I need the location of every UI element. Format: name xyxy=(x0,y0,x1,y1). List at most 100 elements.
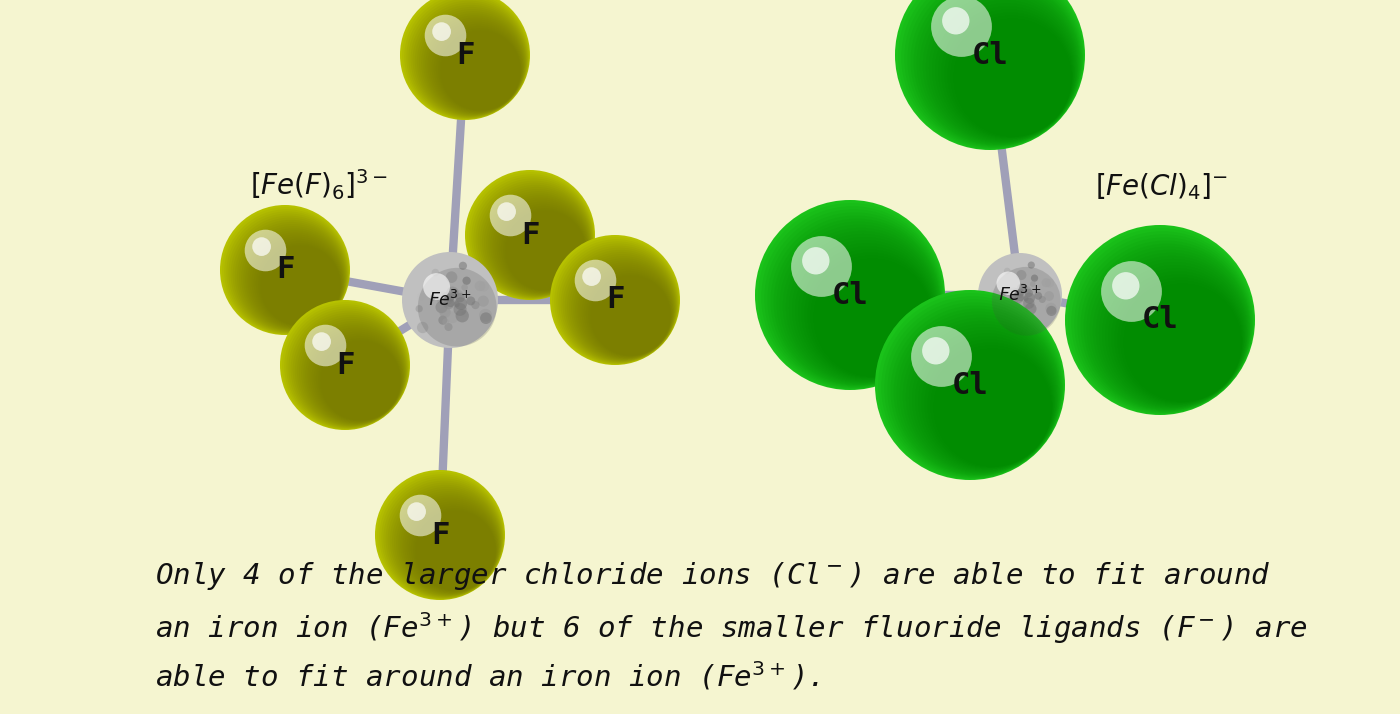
Text: F: F xyxy=(456,41,475,69)
Circle shape xyxy=(297,317,406,426)
Circle shape xyxy=(442,318,449,325)
Circle shape xyxy=(461,284,468,291)
Circle shape xyxy=(1112,272,1140,299)
Circle shape xyxy=(916,330,1056,471)
Circle shape xyxy=(455,309,469,323)
Text: Fe$^{3+}$: Fe$^{3+}$ xyxy=(428,290,472,310)
Circle shape xyxy=(1071,231,1253,413)
Circle shape xyxy=(479,308,493,322)
Circle shape xyxy=(1009,308,1018,316)
Circle shape xyxy=(385,481,503,598)
Circle shape xyxy=(1023,293,1035,303)
Circle shape xyxy=(444,298,454,309)
Circle shape xyxy=(1086,246,1250,410)
Circle shape xyxy=(308,328,403,423)
Circle shape xyxy=(764,209,942,388)
Circle shape xyxy=(451,289,458,296)
Circle shape xyxy=(560,246,678,363)
Circle shape xyxy=(587,271,672,357)
Circle shape xyxy=(904,0,1082,148)
Circle shape xyxy=(934,348,1051,466)
Text: Cl: Cl xyxy=(952,371,988,400)
Circle shape xyxy=(416,510,496,590)
Circle shape xyxy=(1089,250,1249,409)
Circle shape xyxy=(423,14,525,115)
Circle shape xyxy=(1023,286,1032,294)
Circle shape xyxy=(785,231,938,383)
Circle shape xyxy=(431,268,440,276)
Circle shape xyxy=(1117,278,1243,403)
Circle shape xyxy=(423,273,449,300)
Circle shape xyxy=(245,230,287,271)
Circle shape xyxy=(475,281,486,291)
Circle shape xyxy=(903,318,1058,473)
Circle shape xyxy=(795,240,935,381)
Circle shape xyxy=(767,212,942,387)
Circle shape xyxy=(1030,281,1036,287)
Circle shape xyxy=(1014,311,1019,317)
Circle shape xyxy=(1096,256,1247,408)
Circle shape xyxy=(305,325,346,366)
Circle shape xyxy=(791,236,851,297)
Circle shape xyxy=(1008,287,1019,299)
Circle shape xyxy=(220,205,350,335)
Circle shape xyxy=(1030,305,1036,310)
Circle shape xyxy=(813,258,931,376)
Circle shape xyxy=(440,30,521,111)
Circle shape xyxy=(991,288,998,296)
Circle shape xyxy=(465,170,595,300)
Circle shape xyxy=(1102,262,1246,406)
Circle shape xyxy=(412,506,497,592)
Circle shape xyxy=(468,172,595,299)
Circle shape xyxy=(802,247,829,274)
Circle shape xyxy=(406,502,497,593)
Circle shape xyxy=(248,233,343,328)
Circle shape xyxy=(454,301,459,307)
Circle shape xyxy=(1023,298,1035,309)
Circle shape xyxy=(477,183,592,297)
Circle shape xyxy=(434,24,522,112)
Circle shape xyxy=(577,263,673,358)
Circle shape xyxy=(997,278,1002,283)
Circle shape xyxy=(945,9,1074,139)
Circle shape xyxy=(402,498,498,593)
Circle shape xyxy=(1014,290,1023,298)
Circle shape xyxy=(1012,288,1019,296)
Circle shape xyxy=(409,0,528,118)
Circle shape xyxy=(777,221,939,385)
Circle shape xyxy=(480,312,491,324)
Circle shape xyxy=(1030,274,1039,282)
Circle shape xyxy=(1015,292,1025,301)
Circle shape xyxy=(484,189,591,296)
Circle shape xyxy=(245,231,344,329)
Circle shape xyxy=(811,256,932,377)
Circle shape xyxy=(895,0,1085,150)
Circle shape xyxy=(447,293,455,301)
Circle shape xyxy=(979,253,1063,337)
Circle shape xyxy=(951,16,1072,137)
Circle shape xyxy=(1025,303,1036,315)
Circle shape xyxy=(554,239,679,364)
Circle shape xyxy=(435,26,522,111)
Text: Cl: Cl xyxy=(972,41,1008,69)
Circle shape xyxy=(398,493,500,595)
Circle shape xyxy=(924,339,1054,468)
Circle shape xyxy=(1112,271,1245,404)
Text: able to fit around an iron ion (Fe$^{3+}$).: able to fit around an iron ion (Fe$^{3+}… xyxy=(155,660,819,693)
Circle shape xyxy=(377,472,504,600)
Circle shape xyxy=(1042,278,1051,287)
Circle shape xyxy=(584,268,672,357)
Circle shape xyxy=(419,9,525,116)
Circle shape xyxy=(237,222,346,331)
Circle shape xyxy=(1021,297,1026,302)
Circle shape xyxy=(426,15,524,114)
Circle shape xyxy=(1065,225,1254,415)
Circle shape xyxy=(798,243,935,380)
Circle shape xyxy=(381,476,504,598)
Circle shape xyxy=(941,6,1074,139)
Text: F: F xyxy=(521,221,539,249)
Circle shape xyxy=(991,267,1061,336)
Circle shape xyxy=(476,181,592,298)
Circle shape xyxy=(252,237,272,256)
Circle shape xyxy=(407,502,426,521)
